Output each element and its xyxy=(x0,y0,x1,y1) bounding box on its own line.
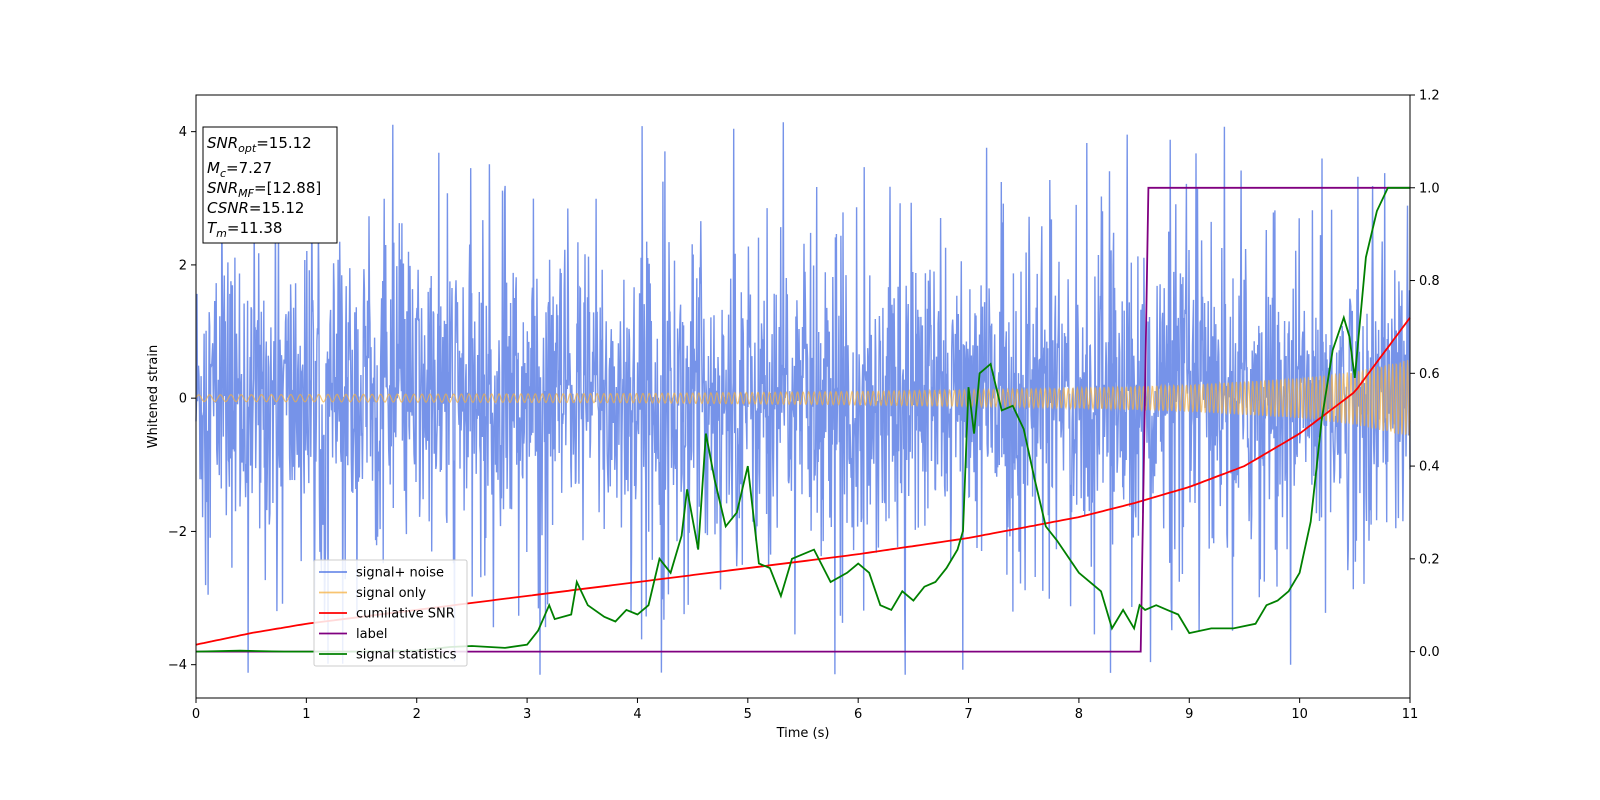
annotation-csnr: CSNR=15.12 xyxy=(207,199,304,217)
legend-box xyxy=(313,559,468,667)
y-axis-title: Whitened strain xyxy=(146,345,161,448)
x-tick-label: 7 xyxy=(964,707,972,722)
annotation-tm: Tm=11.38 xyxy=(207,219,282,240)
signal-statistics-line xyxy=(195,186,1410,653)
label-line xyxy=(196,186,1410,653)
y-right-tick-label: 0.6 xyxy=(1419,367,1440,382)
x-tick-label: 2 xyxy=(413,707,421,722)
annotation-chirp-mass: Mc=7.27 xyxy=(207,159,272,180)
x-tick-label: 4 xyxy=(633,707,641,722)
annotation-snr-mf: SNRMF=[12.88] xyxy=(207,179,321,200)
x-tick-label: 9 xyxy=(1185,707,1193,722)
y-right-tick-label: 0.8 xyxy=(1419,274,1440,289)
x-tick-label: 5 xyxy=(744,707,752,722)
y-left-tick-label: 4 xyxy=(179,125,187,140)
y-left-tick-label: 2 xyxy=(179,258,187,273)
stats-annotation-box: SNRopt=15.12 Mc=7.27 SNRMF=[12.88] CSNR=… xyxy=(202,126,338,244)
y-left-tick-label: −2 xyxy=(168,525,187,540)
y-right-tick-label: 0.0 xyxy=(1419,645,1440,660)
axis-ticks: 0 1 2 3 4 5 6 7 8 9 10 11 −4 −2 0 2 4 0.0 0.2 0.4 0.6 0.8 1.0 1… xyxy=(168,89,1440,723)
x-tick-label: 3 xyxy=(523,707,531,722)
legend-label: signal+ noise xyxy=(356,566,444,581)
x-tick-label: 11 xyxy=(1402,707,1419,722)
x-tick-label: 10 xyxy=(1291,707,1308,722)
x-tick-label: 1 xyxy=(302,707,310,722)
y-left-tick-label: 0 xyxy=(179,392,187,407)
legend: signal+ noise signal only cumilative SNR la… xyxy=(313,559,468,667)
legend-label: cumilative SNR xyxy=(356,607,455,622)
legend-label: signal statistics xyxy=(356,648,457,663)
x-tick-label: 6 xyxy=(854,707,862,722)
signal-plus-noise-line xyxy=(195,122,1411,675)
legend-label: signal only xyxy=(356,586,426,601)
y-right-tick-label: 0.2 xyxy=(1419,552,1440,567)
annotation-snr-opt: SNRopt=15.12 xyxy=(207,134,312,155)
y-right-tick-label: 1.0 xyxy=(1419,181,1440,196)
x-tick-label: 8 xyxy=(1075,707,1083,722)
y-right-tick-label: 0.4 xyxy=(1419,460,1440,475)
signal-only-line xyxy=(195,360,1411,436)
axes-frame xyxy=(195,94,1411,699)
x-axis-title: Time (s) xyxy=(776,726,830,741)
y-left-tick-label: −4 xyxy=(168,658,187,673)
legend-label: label xyxy=(356,627,387,642)
stats-annotation-border xyxy=(202,126,338,244)
x-tick-label: 0 xyxy=(192,707,200,722)
y-right-tick-label: 1.2 xyxy=(1419,89,1440,104)
